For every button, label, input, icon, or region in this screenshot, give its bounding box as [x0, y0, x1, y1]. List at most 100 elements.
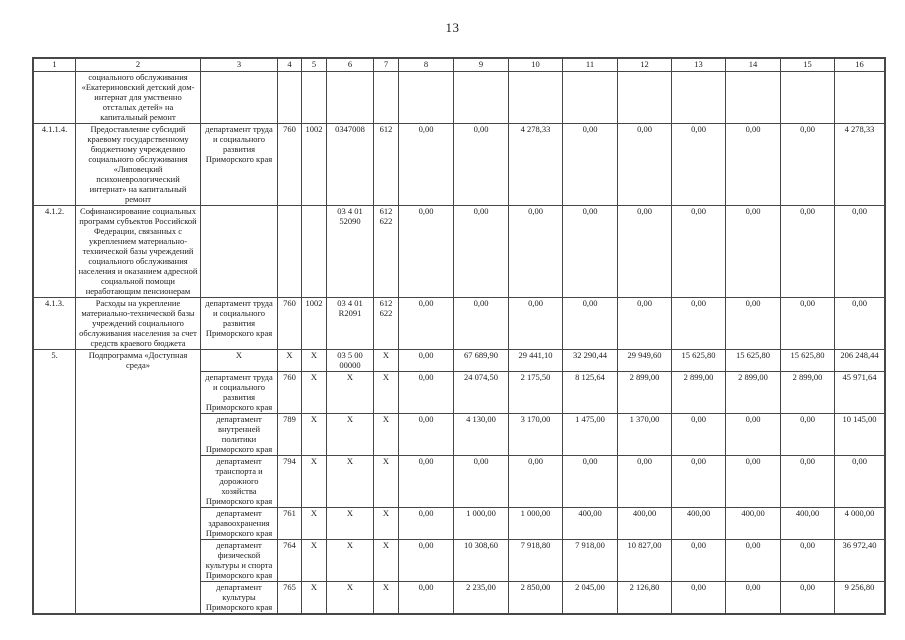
data-cell: 36 972,40	[834, 539, 885, 582]
data-cell: X	[326, 539, 374, 582]
data-cell	[277, 71, 302, 124]
department-cell: департамент труда и социального развития…	[200, 371, 278, 414]
data-cell: X	[326, 455, 374, 508]
data-cell: 0,00	[562, 205, 618, 298]
table-row: 4.1.3. Расходы на укрепление материально-…	[33, 297, 885, 350]
table-body: социального обслуживания «Екатериновский…	[33, 71, 885, 614]
data-cell: 0,00	[834, 297, 885, 350]
data-cell: 0,00	[780, 581, 835, 614]
data-cell: X	[277, 349, 302, 372]
data-cell	[725, 71, 781, 124]
data-cell: 400,00	[780, 507, 835, 540]
data-cell: 0,00	[780, 123, 835, 206]
department-cell: департамент физической культуры и спорта…	[200, 539, 278, 582]
table-row: департамент транспорта и дорожного хозяй…	[34, 455, 885, 508]
data-cell: 03 4 01 52090	[326, 205, 374, 298]
data-cell: 612 622	[373, 297, 399, 350]
data-cell: 400,00	[671, 507, 726, 540]
data-cell: 1 000,00	[508, 507, 563, 540]
data-cell: 2 126,80	[617, 581, 672, 614]
data-cell: 0,00	[780, 297, 835, 350]
column-header-cell: 4	[277, 58, 302, 72]
data-cell: X	[373, 539, 399, 582]
table-row: департамент труда и социального развития…	[34, 371, 885, 414]
table-row: 4.1.1.4. Предоставление субсидий краевому…	[33, 123, 885, 206]
data-cell: 0,00	[617, 455, 672, 508]
data-cell: 612 622	[373, 205, 399, 298]
data-cell: 206 248,44	[834, 349, 885, 372]
page-number: 13	[445, 20, 460, 35]
data-cell	[562, 71, 618, 124]
column-header-cell: 8	[398, 58, 454, 72]
column-header-cell: 10	[508, 58, 563, 72]
data-cell: 32 290,44	[562, 349, 618, 372]
data-cell: 0,00	[780, 205, 835, 298]
data-cell: X	[326, 507, 374, 540]
data-cell: 7 918,80	[508, 539, 563, 582]
data-cell: 9 256,80	[834, 581, 885, 614]
data-cell	[671, 71, 726, 124]
department-cell: департамент культуры Приморского края	[200, 581, 278, 614]
program-name-cell: Расходы на укрепление материально-технич…	[75, 297, 201, 350]
data-cell: X	[301, 349, 327, 372]
data-cell: 0,00	[453, 455, 509, 508]
budget-table: 1 2 3 4 5 6 7 8 9 10 11 12 13 14 15 16 социального обсл…	[32, 57, 886, 615]
row-number-cell: 4.1.3.	[33, 297, 76, 350]
column-header-cell: 2	[75, 58, 201, 72]
column-header-cell: 11	[562, 58, 618, 72]
data-cell: 0,00	[725, 123, 781, 206]
data-cell: 0,00	[508, 297, 563, 350]
data-cell: 15 625,80	[725, 349, 781, 372]
data-cell: 0,00	[725, 581, 781, 614]
data-cell: 2 850,00	[508, 581, 563, 614]
data-cell: 0,00	[398, 123, 454, 206]
data-cell: X	[301, 539, 327, 582]
data-cell: 15 625,80	[671, 349, 726, 372]
data-cell: 2 235,00	[453, 581, 509, 614]
column-header-cell: 5	[301, 58, 327, 72]
data-cell: 0,00	[671, 413, 726, 456]
data-cell: 0,00	[780, 413, 835, 456]
data-cell: 4 000,00	[834, 507, 885, 540]
table-row: департамент культуры Приморского края 765…	[34, 581, 885, 614]
column-header-cell: 12	[617, 58, 672, 72]
column-header-cell: 3	[200, 58, 278, 72]
data-cell	[277, 205, 302, 298]
department-cell: департамент внутренней политики Приморск…	[200, 413, 278, 456]
data-cell: 789	[277, 413, 302, 456]
data-cell	[301, 71, 327, 124]
data-cell: 4 278,33	[834, 123, 885, 206]
data-cell: X	[373, 581, 399, 614]
data-cell: 4 130,00	[453, 413, 509, 456]
column-header-cell: 16	[834, 58, 885, 72]
data-cell: 0,00	[834, 455, 885, 508]
data-cell: 400,00	[725, 507, 781, 540]
data-cell: 0,00	[834, 205, 885, 298]
data-cell: X	[301, 507, 327, 540]
column-header-cell: 7	[373, 58, 399, 72]
data-cell: 0,00	[398, 371, 454, 414]
data-cell: 760	[277, 371, 302, 414]
data-cell	[508, 71, 563, 124]
data-cell: 03 4 01 R2091	[326, 297, 374, 350]
table-row: департамент здравоохранения Приморского …	[34, 507, 885, 540]
program-name-cell: Предоставление субсидий краевому государ…	[75, 123, 201, 206]
data-cell: X	[301, 371, 327, 414]
data-cell: 0,00	[398, 297, 454, 350]
data-cell: 0,00	[671, 581, 726, 614]
table-header: 1 2 3 4 5 6 7 8 9 10 11 12 13 14 15 16	[33, 58, 885, 72]
data-cell: 765	[277, 581, 302, 614]
data-cell: 0347008	[326, 123, 374, 206]
data-cell: 3 170,00	[508, 413, 563, 456]
data-cell: 760	[277, 123, 302, 206]
data-cell: 1 370,00	[617, 413, 672, 456]
row-number-cell: 5.	[33, 349, 76, 614]
column-header-cell: 1	[33, 58, 76, 72]
data-cell: X	[326, 371, 374, 414]
data-cell: 0,00	[398, 455, 454, 508]
table-row: департамент физической культуры и спорта…	[34, 539, 885, 582]
data-cell: 1002	[301, 123, 327, 206]
data-cell: 760	[277, 297, 302, 350]
header-row: 1 2 3 4 5 6 7 8 9 10 11 12 13 14 15 16	[33, 58, 885, 72]
data-cell: 29 949,60	[617, 349, 672, 372]
